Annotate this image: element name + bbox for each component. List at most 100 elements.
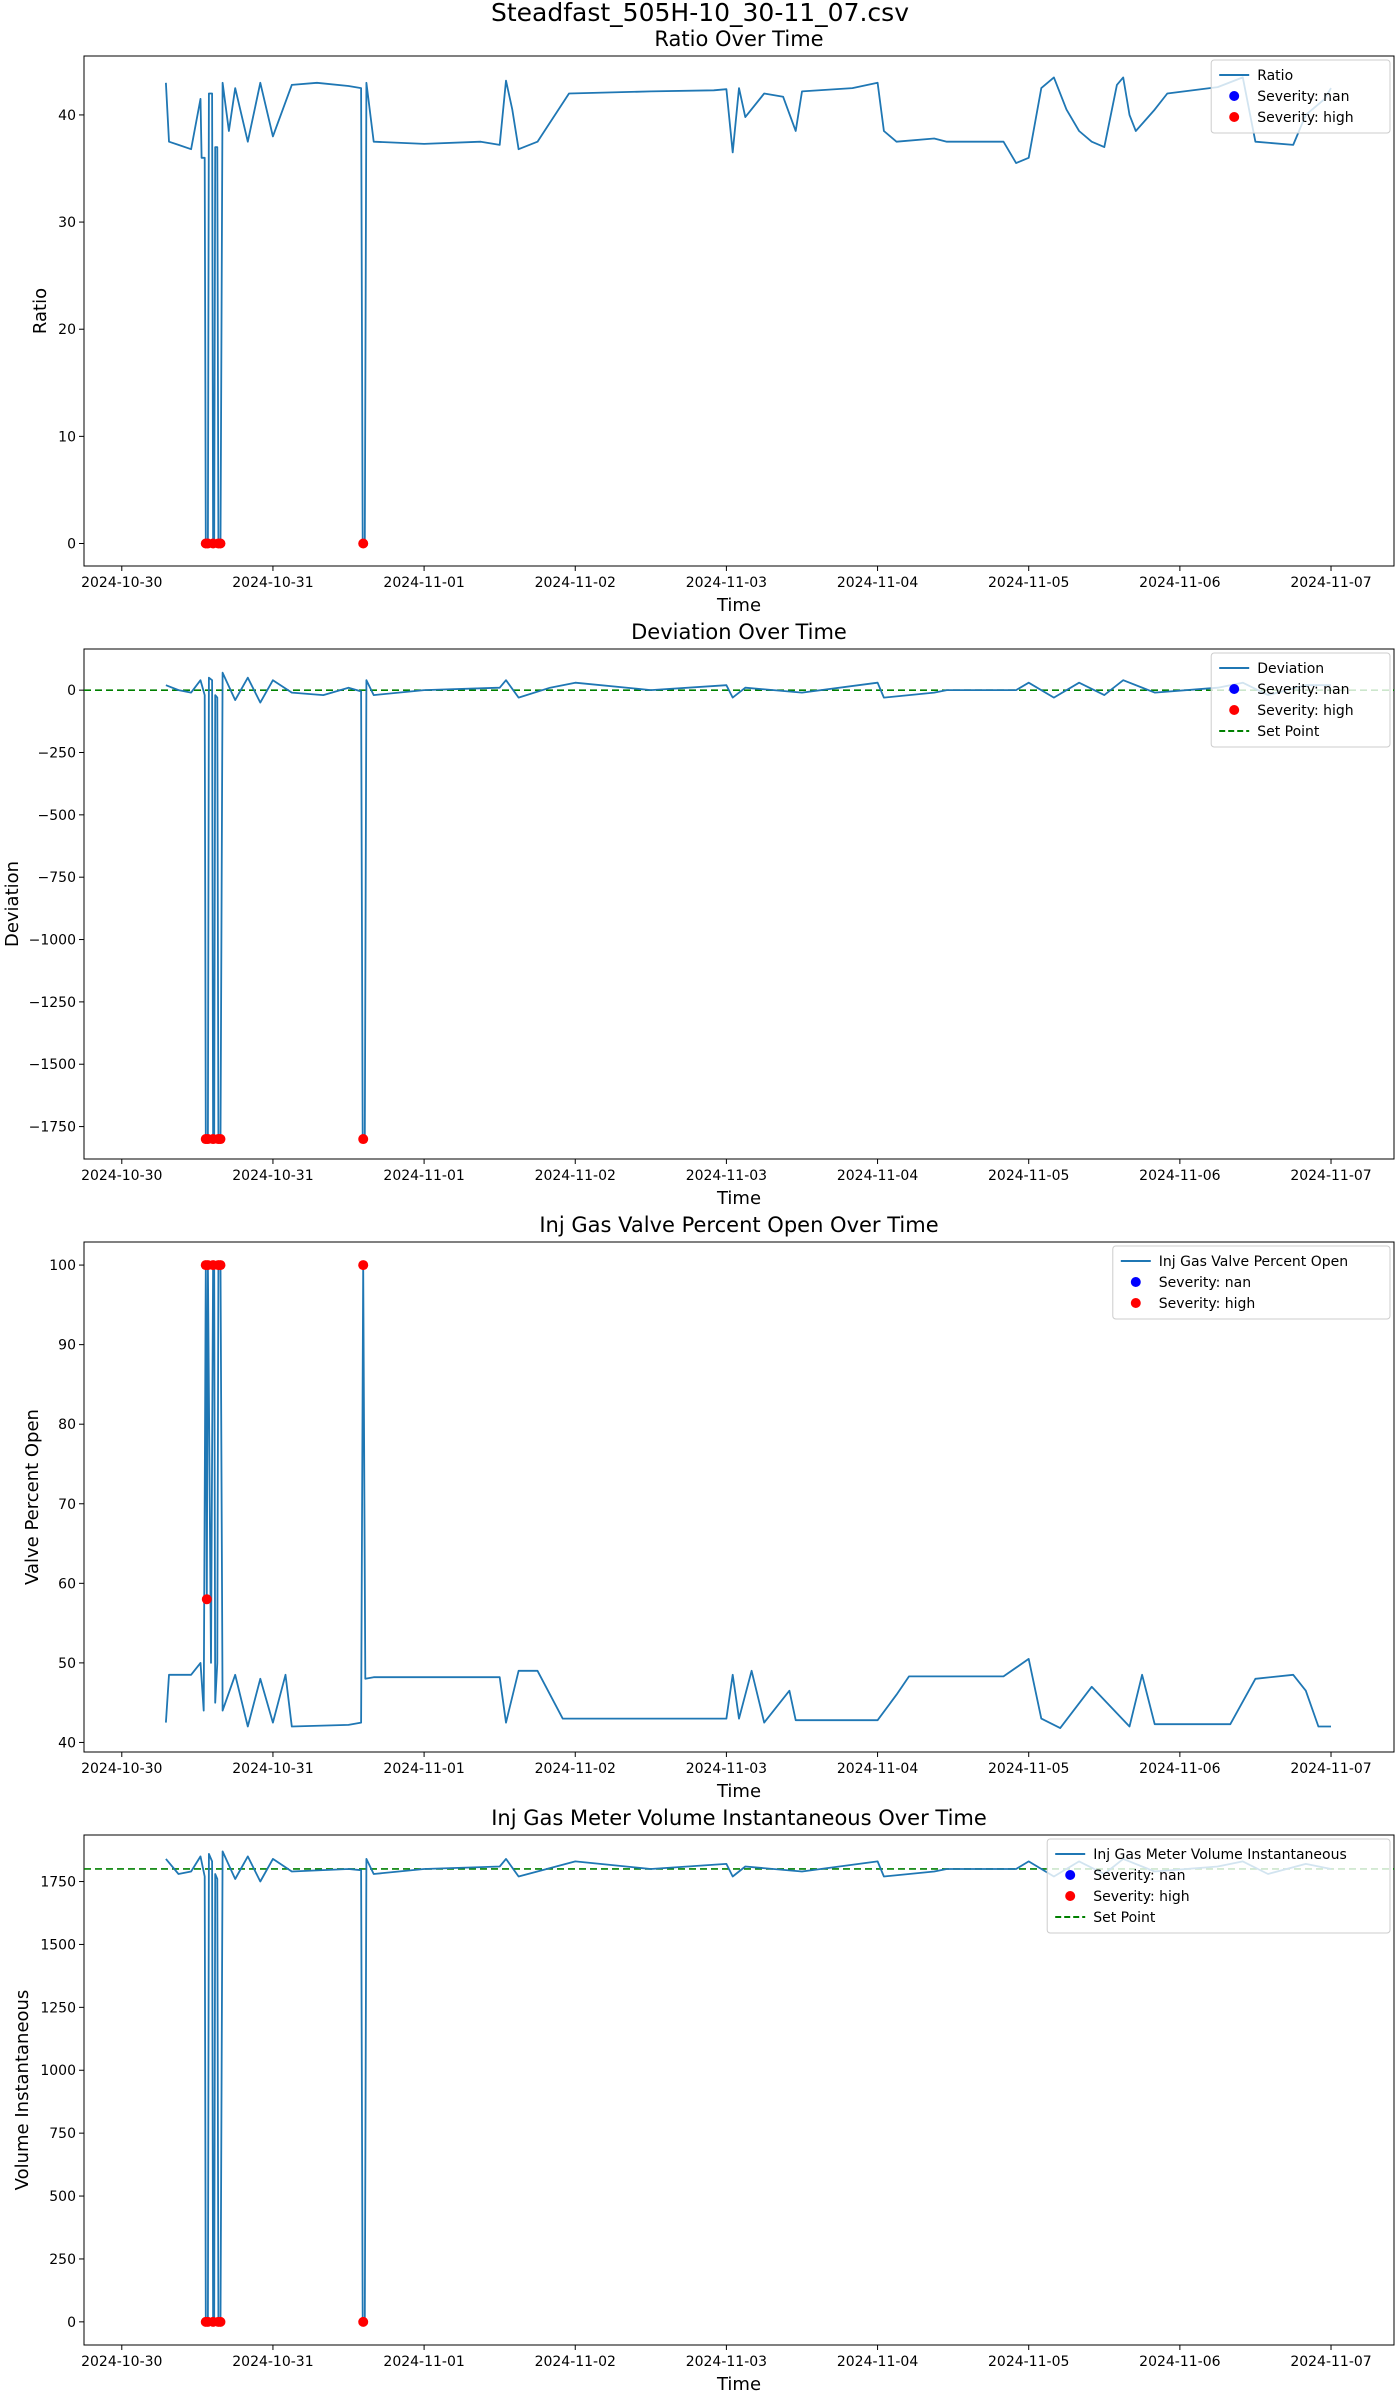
y-tick-label: 100 [49,1258,76,1274]
x-axis-label: Time [716,1781,761,1802]
y-tick-label: 40 [58,1735,76,1751]
plot-area [165,76,1332,549]
x-tick-label: 2024-11-01 [383,2354,464,2370]
legend-entry: Severity: nan [1159,1275,1251,1291]
high-marker [358,538,369,549]
x-tick-label: 2024-11-03 [686,1761,767,1777]
legend: Inj Gas Valve Percent Open Severity: nan S… [1112,1245,1391,1320]
high-marker [215,1134,226,1145]
x-tick-label: 2024-10-31 [232,1761,313,1777]
chart-title: Inj Gas Valve Percent Open Over Time [539,1213,938,1237]
legend-box [1210,59,1391,134]
chart-title: Inj Gas Meter Volume Instantaneous Over … [491,1806,987,1830]
legend-entry: Set Point [1257,724,1320,740]
series-line [165,76,1332,545]
y-tick-label: 250 [49,2252,76,2268]
legend-entry: Severity: high [1159,1296,1256,1312]
x-tick-label: 2024-11-02 [535,1761,616,1777]
plot-area [165,1260,1331,1729]
legend: Ratio Severity: nan Severity: high [1210,59,1391,134]
legend-marker-swatch [1229,112,1240,122]
x-tick-label: 2024-11-06 [1139,1168,1220,1184]
x-tick-label: 2024-11-06 [1139,1761,1220,1777]
legend-box [1046,1838,1391,1934]
x-tick-label: 2024-11-07 [1290,575,1371,591]
legend-marker-swatch [1229,684,1240,694]
y-tick-label: 10 [58,429,76,445]
y-tick-label: 1000 [40,2063,76,2079]
series-line [165,671,1331,1140]
x-tick-label: 2024-10-31 [232,2354,313,2370]
x-tick-label: 2024-11-05 [988,1761,1069,1777]
figure-title: Steadfast_505H-10_30-11_07.csv [490,0,909,27]
x-axis-label: Time [716,2374,761,2395]
y-tick-label: 90 [58,1338,76,1354]
plot-frame [83,55,1395,567]
y-axis-label: Deviation [2,861,23,947]
x-tick-label: 2024-11-06 [1139,2354,1220,2370]
legend: Inj Gas Meter Volume Instantaneous Severi… [1046,1838,1391,1934]
y-tick-label: 0 [67,683,76,699]
x-tick-label: 2024-11-05 [988,1168,1069,1184]
plot-frame [83,648,1395,1160]
y-axis-label: Volume Instantaneous [12,1990,33,2191]
legend-entry: Deviation [1257,661,1324,677]
legend-entry: Severity: high [1093,1889,1190,1905]
y-tick-label: 40 [58,108,76,124]
high-marker [358,1134,369,1145]
y-tick-label: 0 [67,2315,76,2331]
y-tick-label: 1750 [40,1875,76,1891]
x-tick-label: 2024-11-02 [535,575,616,591]
high-marker [358,1260,369,1271]
chart-title: Ratio Over Time [654,27,823,51]
legend-box [1112,1245,1391,1320]
y-tick-label: 50 [58,1656,76,1672]
x-axis-label: Time [716,595,761,616]
x-tick-label: 2024-11-07 [1290,1168,1371,1184]
legend-entry: Severity: high [1257,110,1354,126]
ratio-chart: Ratio Over Time 0 10 20 30 40 2024-10-30 2024-1… [30,27,1395,616]
plot-area [84,671,1394,1145]
x-tick-label: 2024-11-06 [1139,575,1220,591]
chart-title: Deviation Over Time [631,620,847,644]
series-line [165,1264,1331,1729]
x-tick-label: 2024-10-30 [81,1168,162,1184]
legend-marker-swatch [1229,705,1240,715]
plot-frame [83,1834,1395,2346]
y-tick-label: 0 [67,537,76,553]
y-tick-label: 500 [49,2189,76,2205]
y-tick-label: 1500 [40,1937,76,1953]
high-marker [215,538,226,549]
high-marker [201,1594,212,1605]
x-tick-label: 2024-11-04 [837,1168,918,1184]
x-tick-label: 2024-11-07 [1290,1761,1371,1777]
deviation-chart: Deviation Over Time −1750 −1500 −1250 −1000 −… [2,620,1395,1209]
x-tick-label: 2024-10-31 [232,575,313,591]
legend-entry: Set Point [1093,1910,1156,1926]
x-tick-label: 2024-11-04 [837,575,918,591]
x-tick-label: 2024-11-01 [383,575,464,591]
y-tick-label: −1500 [29,1057,76,1073]
y-tick-label: 60 [58,1576,76,1592]
legend-marker-swatch [1065,1870,1076,1880]
y-tick-label: −250 [38,745,76,761]
y-tick-label: 1250 [40,2000,76,2016]
legend-marker-swatch [1130,1298,1141,1308]
x-tick-label: 2024-11-04 [837,1761,918,1777]
y-axis-label: Ratio [30,288,51,334]
x-tick-label: 2024-10-30 [81,2354,162,2370]
legend-marker-swatch [1065,1891,1076,1901]
y-tick-label: 750 [49,2126,76,2142]
x-tick-label: 2024-10-30 [81,1761,162,1777]
y-tick-label: 30 [58,215,76,231]
y-tick-label: 20 [58,322,76,338]
plot-frame [83,1241,1395,1753]
valve-percent-open-chart: Inj Gas Valve Percent Open Over Time 40 50… [22,1213,1395,1802]
x-tick-label: 2024-11-03 [686,2354,767,2370]
y-tick-label: 80 [58,1417,76,1433]
x-tick-label: 2024-10-31 [232,1168,313,1184]
x-tick-label: 2024-11-03 [686,1168,767,1184]
x-tick-label: 2024-11-07 [1290,2354,1371,2370]
y-tick-label: −1250 [29,995,76,1011]
